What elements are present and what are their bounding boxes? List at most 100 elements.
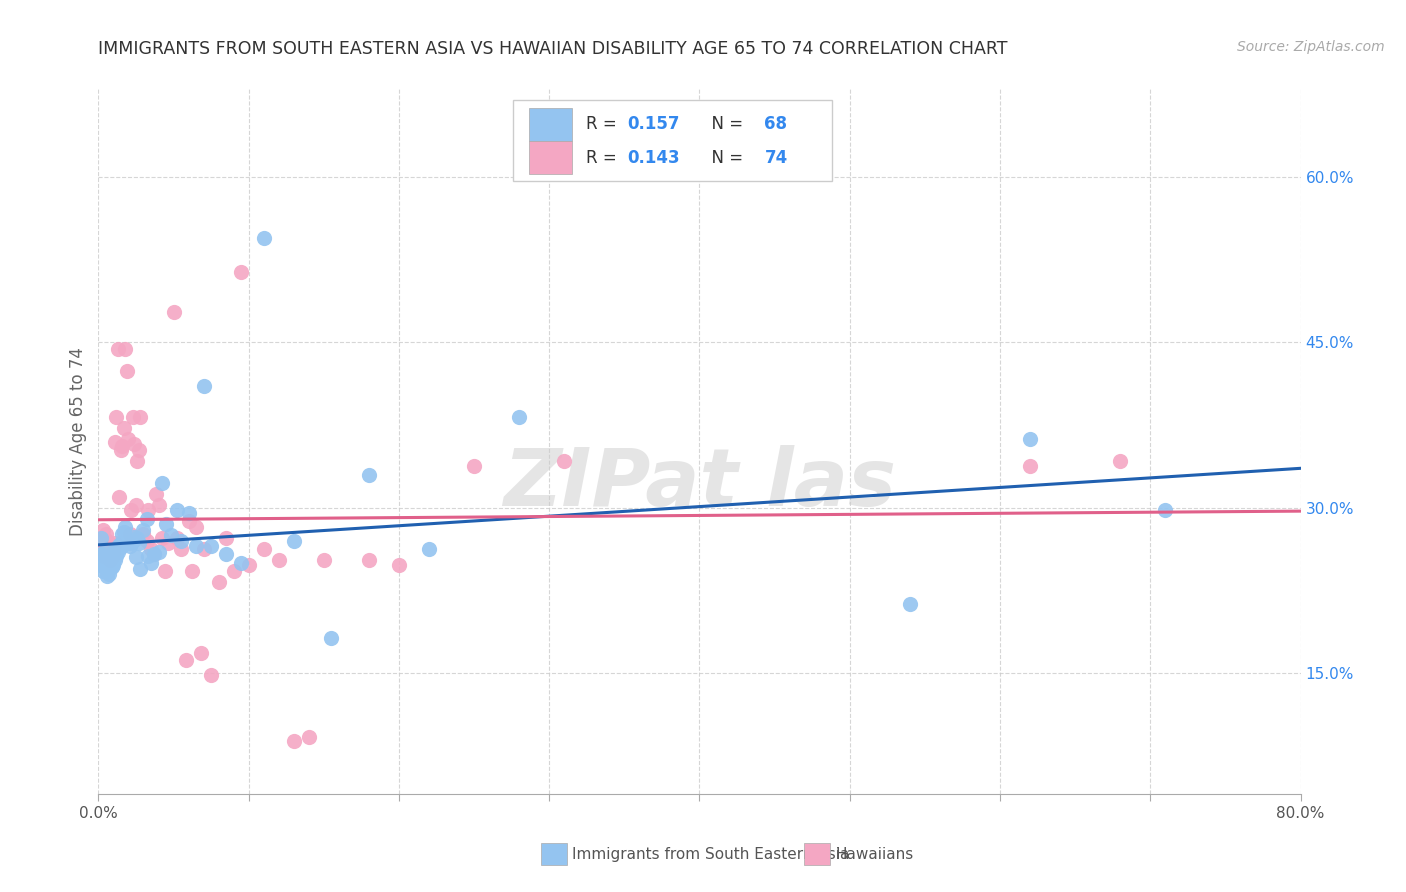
Point	[132, 523, 155, 537]
Text: N =: N =	[700, 115, 748, 134]
Point	[105, 549, 128, 563]
Text: Source: ZipAtlas.com: Source: ZipAtlas.com	[1237, 40, 1385, 54]
Point	[96, 533, 118, 548]
Point	[94, 550, 117, 565]
Point	[162, 304, 184, 318]
Point	[127, 532, 149, 546]
Point	[166, 532, 188, 546]
Point	[135, 511, 157, 525]
Point	[898, 598, 921, 612]
Point	[100, 544, 122, 558]
Point	[89, 558, 111, 572]
Point	[108, 538, 131, 552]
Point	[91, 565, 114, 579]
Point	[139, 542, 162, 557]
Point	[253, 542, 276, 557]
Point	[111, 439, 134, 453]
Point	[127, 454, 149, 468]
Point	[208, 575, 231, 590]
Point	[121, 536, 143, 550]
Point	[111, 527, 134, 541]
Point	[1109, 454, 1132, 468]
Point	[124, 436, 146, 450]
Point	[94, 538, 117, 552]
Point	[231, 265, 253, 279]
Point	[104, 542, 127, 557]
Point	[283, 533, 305, 548]
Point	[94, 527, 117, 541]
Point	[110, 536, 132, 550]
Point	[177, 506, 200, 520]
Point	[107, 544, 129, 558]
Point	[136, 503, 159, 517]
Point	[101, 549, 124, 563]
Point	[90, 532, 112, 546]
Point	[104, 536, 127, 550]
Bar	[529, 141, 572, 175]
Point	[139, 556, 162, 570]
Point	[122, 410, 145, 425]
Point	[105, 410, 128, 425]
Point	[153, 565, 176, 579]
Point	[125, 499, 148, 513]
Point	[93, 558, 115, 572]
Point	[174, 652, 197, 666]
Point	[193, 379, 215, 393]
FancyBboxPatch shape	[513, 100, 832, 181]
Point	[97, 566, 120, 581]
Point	[321, 631, 343, 645]
Point	[96, 569, 118, 583]
Point	[150, 532, 173, 546]
Point	[96, 539, 118, 553]
Point	[166, 503, 188, 517]
Point	[103, 558, 125, 572]
Point	[156, 536, 179, 550]
Point	[105, 542, 128, 557]
Point	[1019, 458, 1042, 473]
Point	[132, 527, 155, 541]
Point	[118, 539, 141, 553]
Point	[112, 421, 135, 435]
Point	[312, 553, 335, 567]
Point	[128, 443, 150, 458]
Point	[253, 231, 276, 245]
Point	[101, 560, 124, 574]
Text: 0.157: 0.157	[627, 115, 681, 134]
Point	[184, 520, 207, 534]
Point	[103, 539, 125, 553]
Point	[418, 542, 440, 557]
Text: Immigrants from South Eastern Asia: Immigrants from South Eastern Asia	[572, 847, 849, 862]
Point	[200, 668, 222, 682]
Text: ZIPat las: ZIPat las	[503, 445, 896, 523]
Text: R =: R =	[586, 115, 623, 134]
Text: 0.143: 0.143	[627, 149, 681, 167]
Point	[107, 342, 129, 356]
Point	[184, 539, 207, 553]
Point	[508, 410, 530, 425]
Point	[148, 499, 170, 513]
Point	[124, 530, 146, 544]
Point	[101, 544, 124, 558]
Point	[97, 536, 120, 550]
Point	[91, 549, 114, 563]
Point	[94, 561, 117, 575]
Point	[103, 553, 125, 567]
Point	[125, 550, 148, 565]
Point	[190, 646, 212, 660]
Point	[100, 553, 122, 567]
Point	[91, 523, 114, 537]
Point	[103, 544, 125, 558]
Bar	[529, 108, 572, 141]
Point	[145, 487, 167, 501]
Point	[143, 547, 166, 561]
Point	[112, 524, 135, 539]
Point	[97, 541, 120, 555]
Text: 68: 68	[765, 115, 787, 134]
Point	[159, 528, 181, 542]
Point	[129, 410, 152, 425]
Point	[97, 556, 120, 570]
Point	[90, 547, 112, 561]
Point	[100, 553, 122, 567]
Point	[93, 532, 115, 546]
Point	[357, 553, 380, 567]
